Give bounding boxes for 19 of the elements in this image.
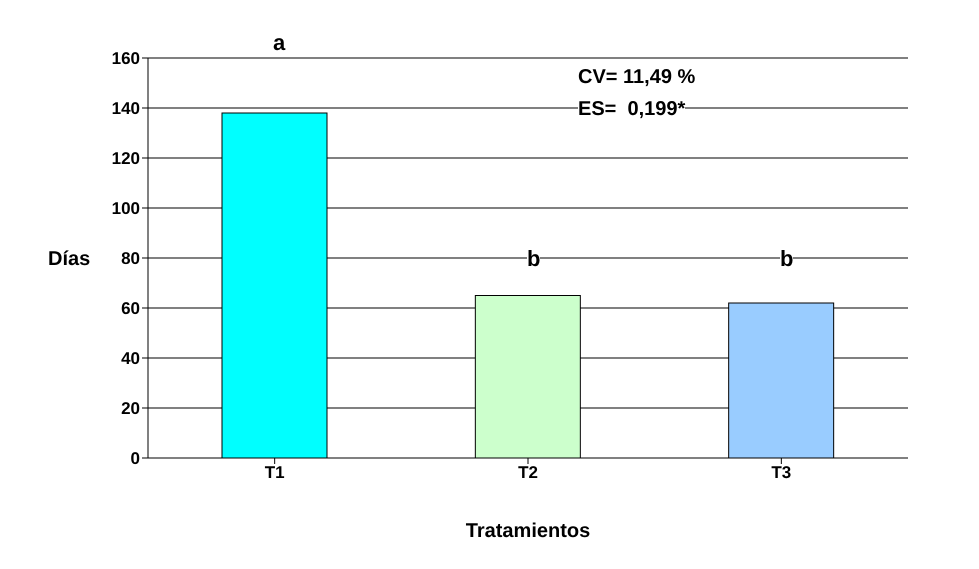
x-tick-label: T2 [518,463,538,482]
y-tick-label: 0 [130,449,140,468]
y-tick-label: 40 [121,349,140,368]
annotation: b [780,246,794,272]
y-tick-label: 80 [121,249,140,268]
annotation: CV= 11,49 % [578,66,696,89]
text: a [273,30,286,56]
y-tick-label: 140 [112,99,140,118]
x-tick-label: T1 [264,463,285,482]
annotation: ES= 0,199* [578,98,686,121]
y-tick-label: 100 [112,199,140,218]
y-tick-label: 20 [121,399,140,418]
y-tick-label: 60 [121,299,140,318]
x-tick-label: T3 [771,463,792,482]
y-axis-title: Días [48,248,90,270]
y-tick-label: 120 [112,149,140,168]
y-tick-label: 160 [112,49,140,68]
annotation: b [527,246,540,272]
x-axis-title: Tratamientos [466,520,590,542]
